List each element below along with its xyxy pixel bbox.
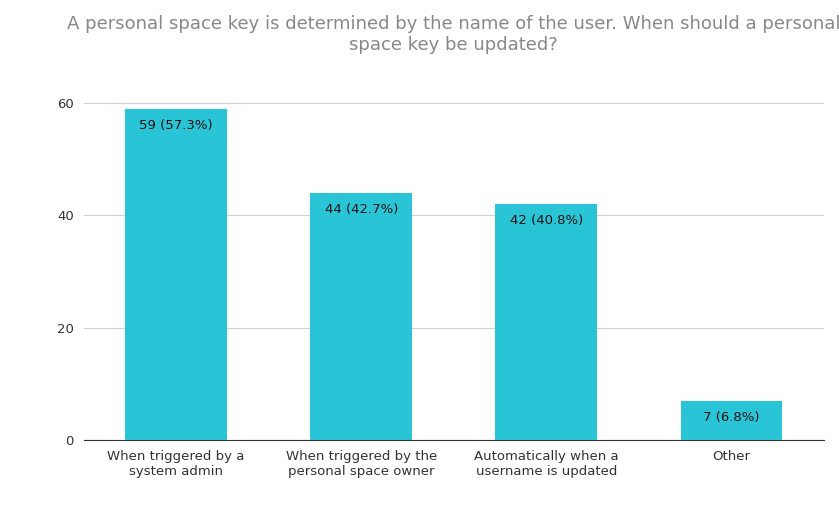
- Text: 44 (42.7%): 44 (42.7%): [325, 203, 398, 216]
- Text: 42 (40.8%): 42 (40.8%): [510, 214, 583, 227]
- Bar: [495, 204, 597, 440]
- Bar: [680, 401, 782, 440]
- Bar: [310, 193, 412, 440]
- Title: A personal space key is determined by the name of the user. When should a person: A personal space key is determined by th…: [67, 15, 839, 54]
- Bar: [125, 108, 227, 440]
- Text: 7 (6.8%): 7 (6.8%): [703, 411, 759, 424]
- Text: 59 (57.3%): 59 (57.3%): [139, 119, 213, 132]
